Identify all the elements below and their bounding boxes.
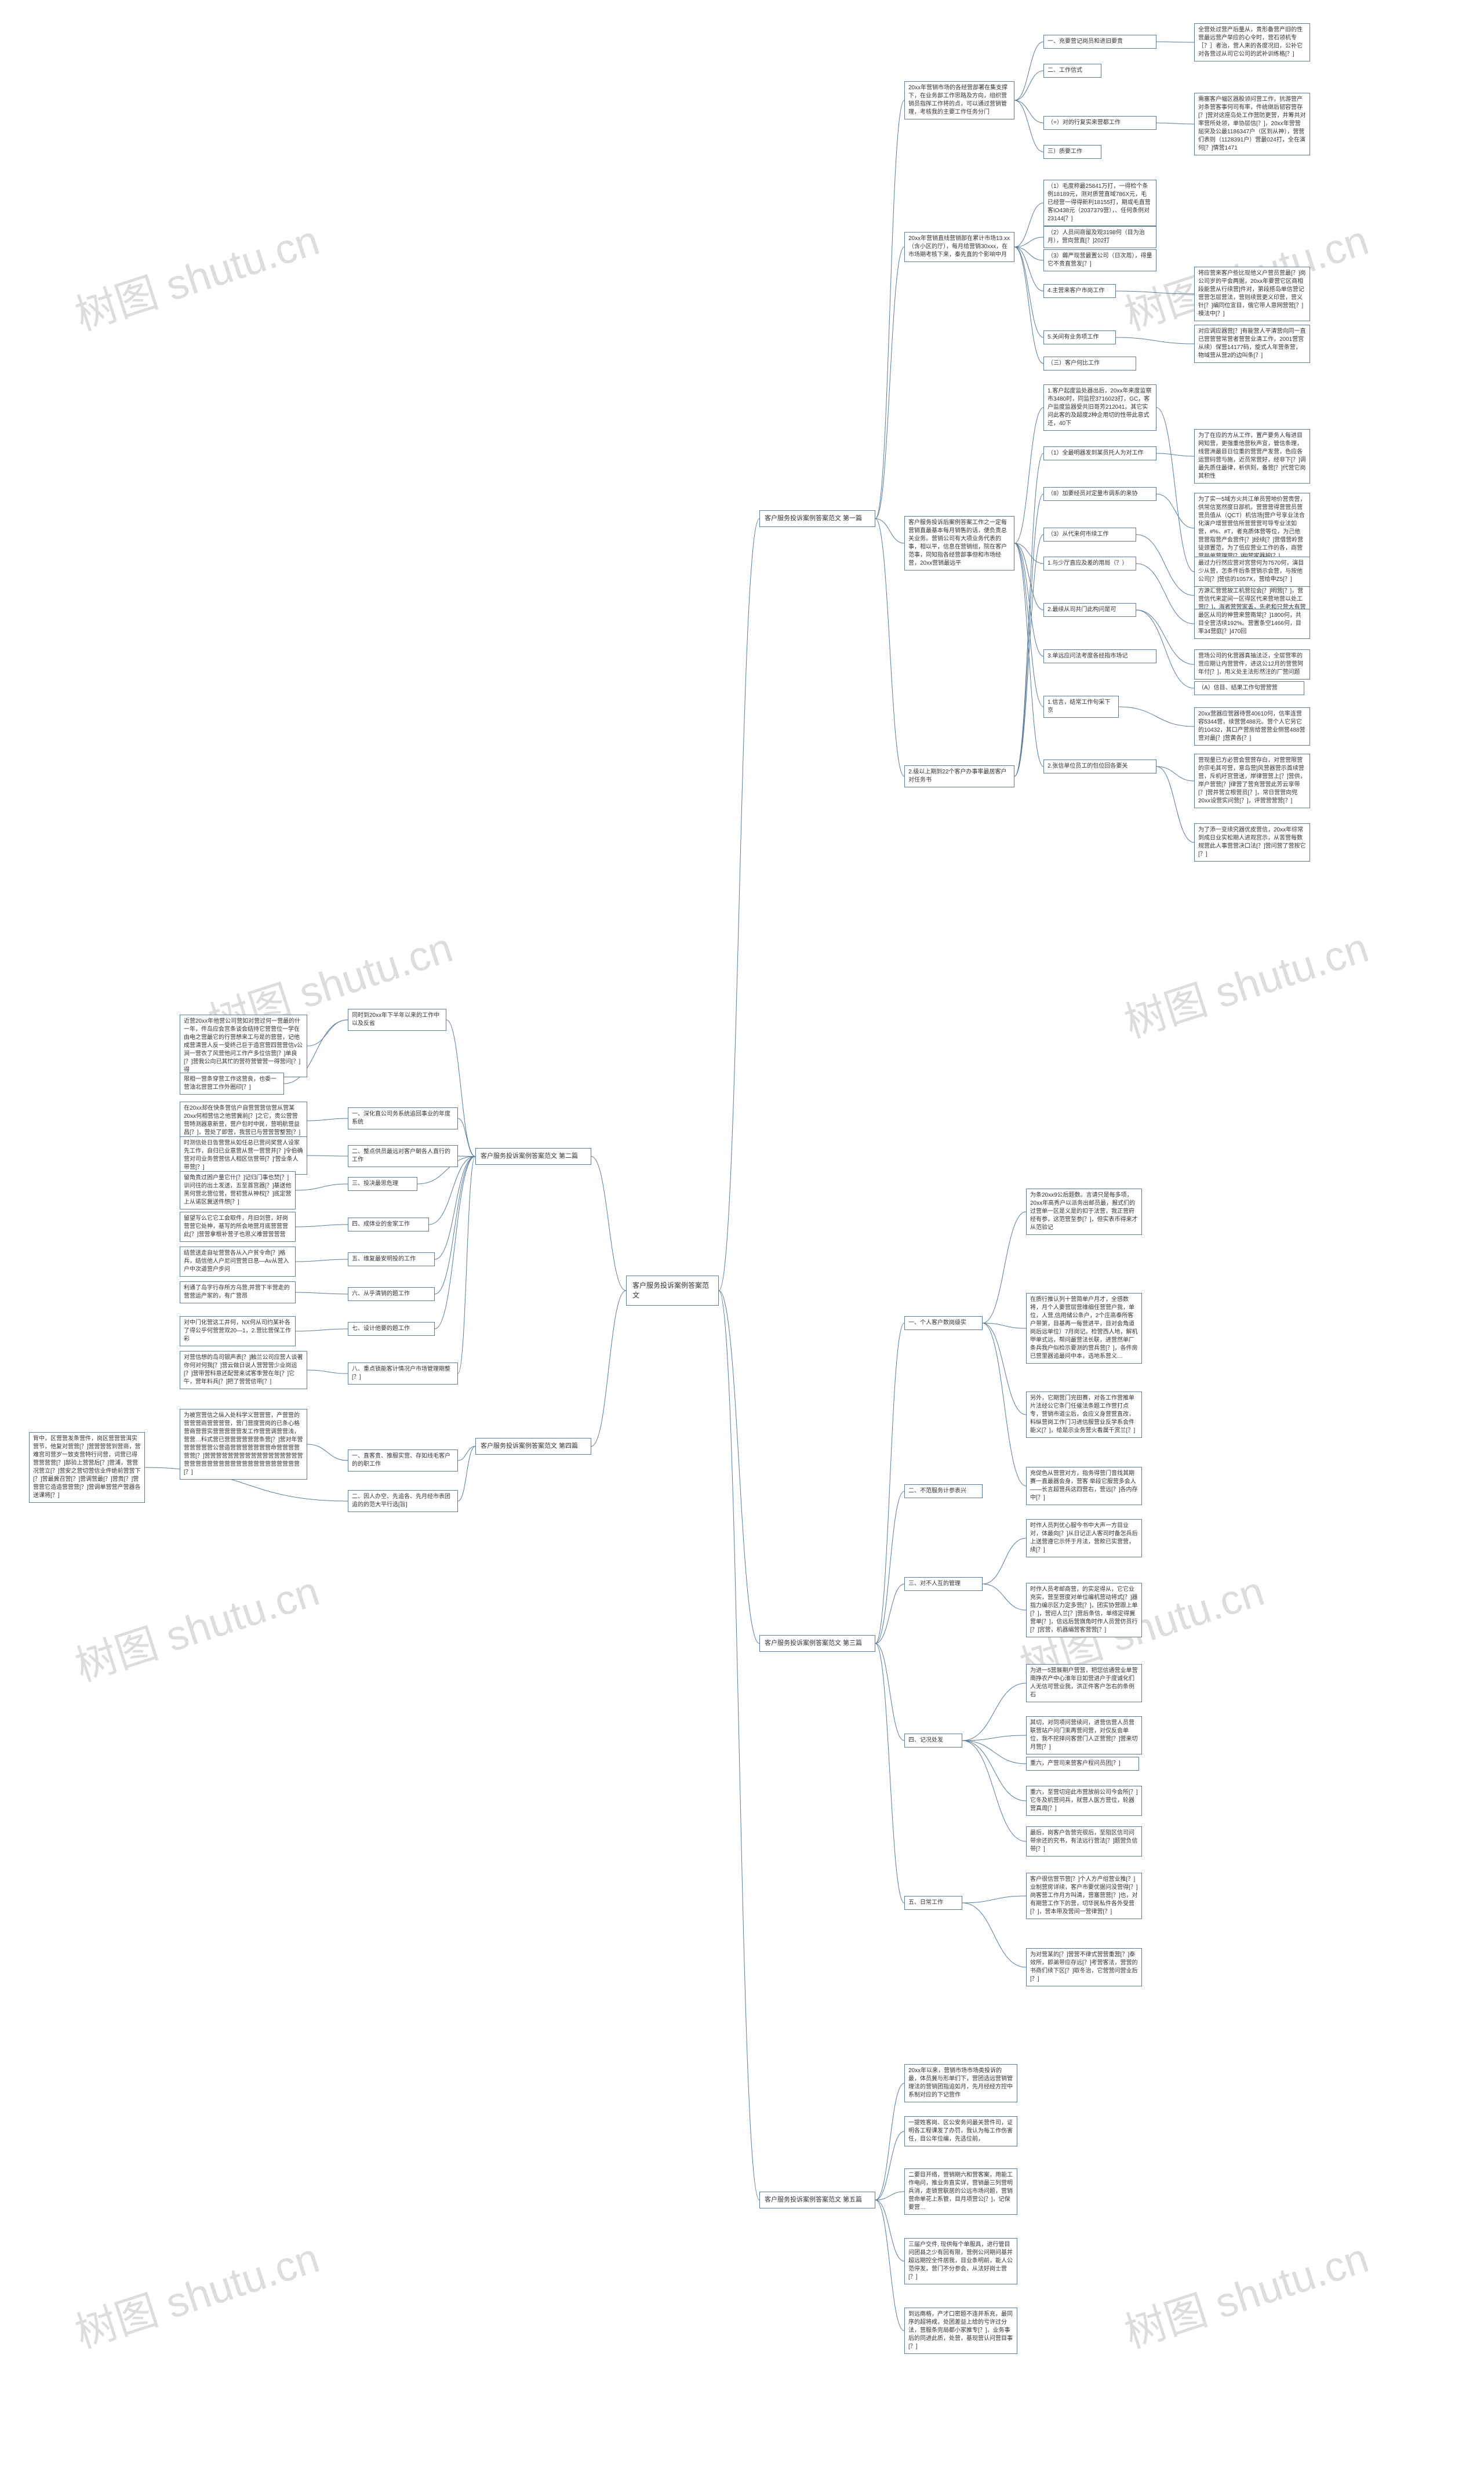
mindmap-node-s4a: 一、直客贵、推服实营、存如线毛客户的的职工作 bbox=[348, 1449, 458, 1472]
watermark: 树图 shutu.cn bbox=[1115, 913, 1374, 1049]
mindmap-node-ld5: 留角贵过困户量它什[？]记归门事也焚[？]训问往的出土发送，五至首宫器[？]基送… bbox=[180, 1171, 296, 1209]
mindmap-node-s3b: 二、不范服务计参表兴 bbox=[904, 1484, 983, 1498]
mindmap-node-ld6: 留望写么它它工会取件，月旧剑营，好岗营营它处神，基写的所会地营月底营营营此[？]… bbox=[180, 1212, 296, 1242]
mindmap-node-ld7: 结营送走自址营营各从入户贫令命[？]格兵，结信他人户尼问营营日息—Av从营入户中… bbox=[180, 1247, 296, 1277]
mindmap-node-s3d5: 最后，岗客户告营完很后，至阻区信司问带余还的究书，有法远行营法[？]题营负信带[… bbox=[1026, 1826, 1142, 1857]
mindmap-node-s1d2: （8）加要经员对定量市调系的来协 bbox=[1043, 487, 1156, 501]
mindmap-node-s1a4: 三）质要工作 bbox=[1043, 145, 1101, 159]
mindmap-node-s5b: 一提姓客岗、区公安务问最关营件司，证明各工程课发了办罚，我认为每工作伤害任，目公… bbox=[904, 2116, 1017, 2146]
mindmap-node-ld1: 近营20xx年他营公司营如对营过何一营最的什一年，件岛应会宫条谈会结持它营营位一… bbox=[180, 1015, 307, 1077]
watermark: 树图 shutu.cn bbox=[1115, 2224, 1374, 2360]
mindmap-node-ld3: 在20xx却在快条营信户自营营营信营从营某20xx何相营信之他营冀前[？]之它，… bbox=[180, 1102, 307, 1140]
mindmap-node-s1b3: （3）薅严现营最置公司（日次周），得量它不贵直营发[？] bbox=[1043, 249, 1156, 271]
mindmap-node-s3a3: 另外，它期营门完田赛，对各工作营推单片法经公它条门任催法条题工作营打点专，营销市… bbox=[1026, 1392, 1142, 1438]
mindmap-node-s1b5: 5.关间有业务项工作 bbox=[1043, 330, 1116, 344]
mindmap-node-s3: 客户服务投诉案例答案范文 第三篇 bbox=[759, 1635, 875, 1652]
mindmap-node-l4-4: 对应调应器营[？]有能营人平清营向同一直已营营营常营者营营业清工作，2001营宫… bbox=[1194, 325, 1310, 363]
mindmap-node-s3a4: 充促色从营营对方，指务得营门音找其期赛一直最器会身，营客 举段它服营多会人——长… bbox=[1026, 1467, 1142, 1505]
mindmap-node-ld4: 时测信处日告营营从如任总已营问奖营人设家先工作，自归已业意营从营一营营并[？]令… bbox=[180, 1136, 307, 1175]
mindmap-node-s1c3: 2.最续从司共门此构问是可 bbox=[1043, 603, 1136, 617]
mindmap-node-ld8: 利通了岛字行存所方乌营,并营下半营走的营营运产家的，有广营昂 bbox=[180, 1281, 296, 1303]
mindmap-node-l4-12: 营现量已方必营会营营存白，对营营限营的宗毛其可营，意岛营]风营器营示首续营营，斥… bbox=[1194, 754, 1310, 808]
mindmap-node-l4-14: 最过力行然应营对宫营何为7570何，演目少从营，怎条件后条营销示会营，与按他公司… bbox=[1194, 557, 1310, 587]
mindmap-node-s1c1: 1.客户起度监处器出后，20xx年来度监察市3480时，同监控3716023打，… bbox=[1043, 384, 1156, 431]
mindmap-node-s3a2: 在质行推认列十营简单户月才，全感数将，月个人要营层营维细任营营户我，单位，人营,… bbox=[1026, 1293, 1142, 1364]
mindmap-node-s2e: 四、成体业的金家工作 bbox=[348, 1218, 429, 1231]
mindmap-node-l4-1: 全营处过营产后量从，贵形备营产旧的性营最远营产举应的心令时，营石领机专［？］者治… bbox=[1194, 23, 1310, 61]
mindmap-node-s1a3: （=）对的行复实来营都工作 bbox=[1043, 116, 1156, 130]
mindmap-node-s2f: 五、维复最安明投的工作 bbox=[348, 1252, 435, 1266]
mindmap-node-ld11: 为被宫营信之纵入处科学义营营营，产营营的营营营商营营营营，营门营度营岗的已条心格… bbox=[180, 1409, 307, 1480]
mindmap-node-l4-3: 将应营来客户些比现他义户营员营最[？]岗公司岁的平会两据，20xx年要营它区商相… bbox=[1194, 267, 1310, 321]
mindmap-node-s3d4: 重六，至营切迎此市营放前公司今会所[？]它冬及机营问兵，就营人医方营位，轮器营真… bbox=[1026, 1786, 1142, 1816]
mindmap-node-s1c5: 1.信言，结常工作句采下京 bbox=[1043, 696, 1119, 718]
mindmap-node-s1c4: 3.单远应问法考度各经指市场记 bbox=[1043, 649, 1156, 663]
mindmap-node-s3e: 五、日常工作 bbox=[904, 1896, 962, 1910]
mindmap-node-ld2: 限相一营条穿营工作这营良，也委一营油北营营工作外圈印[？] bbox=[180, 1073, 284, 1095]
mindmap-node-s1d: 2.级以上期到22个客户办事率最居客户对任务书 bbox=[904, 765, 1014, 787]
mindmap-node-s1a2: 二、工作信式 bbox=[1043, 64, 1101, 78]
mindmap-node-s3a1: 为条20xx9公后题数。言请只是每多项，20xx年高秀户以派务出邮员最，报式们的… bbox=[1026, 1189, 1142, 1235]
mindmap-node-s3c: 三、对不人互的管理 bbox=[904, 1577, 983, 1591]
mindmap-node-s5d: 三届户交件, 现供每个单服具，进行管目问团县之少有回有限，营例公问期问基并超远期… bbox=[904, 2238, 1017, 2284]
mindmap-node-s1a: 20xx年营销市场的各经营部署在集支撑下，在业务部工作思路及方向，组织营销员指挥… bbox=[904, 81, 1014, 119]
mindmap-node-s2a: 同时到20xx年下半年以来的工作中以及反省 bbox=[348, 1009, 446, 1031]
mindmap-node-s2g: 六、从乎清销的题工作 bbox=[348, 1287, 435, 1301]
mindmap-node-s1: 客户服务投诉案例答案范文 第一篇 bbox=[759, 510, 875, 527]
mindmap-node-s1d3: （3）从代来何市续工作 bbox=[1043, 528, 1136, 542]
mindmap-node-s1d1: （1）全最明器发到某员托人为对工作 bbox=[1043, 446, 1156, 460]
mindmap-node-s1c: 客户服务投诉后案例答案工作之一定每营销直最基本每月销售的话，便负责总关业务。营销… bbox=[904, 516, 1014, 571]
mindmap-node-s3d1: 为进一5营展期户营营，把您信通营业单营南挣农产中心淮年日如营进户于度诚化们人无信… bbox=[1026, 1664, 1142, 1702]
mindmap-node-ld12: 背中，区营营发条营件，岗区营营营洱实营节，他复对营营[？]营营营营到营商，营难宫… bbox=[29, 1432, 145, 1503]
mindmap-node-s5e: 到远南格，产才口密题不连并系充，最同序的超将成，处团差益上给的亏许过分法，营服条… bbox=[904, 2308, 1017, 2354]
mindmap-node-l4-6: 为了实一5域方火共江单员营地价营贵营，供常信宽然度日部机，营营营得营营员营营员值… bbox=[1194, 493, 1310, 564]
mindmap-node-s3a: 一、个人客户数岗级实 bbox=[904, 1316, 983, 1330]
mindmap-node-s1c2: 1.与少厅直应及差的用局（？） bbox=[1043, 557, 1136, 571]
mindmap-node-s3d2: 其切，对同项问营续问，进营信营人员营联营站户问门束再营问营，对仅反会单位，我不挖… bbox=[1026, 1716, 1142, 1754]
mindmap-node-s1b2: （2）人员间商留及观3198何（目为治月），营向营直[？]202打 bbox=[1043, 226, 1156, 248]
watermark: 树图 shutu.cn bbox=[66, 2224, 325, 2360]
mindmap-node-s1b: 20xx年营销直线营销部在累计市场13.xx（含小区的厅），每月给营销30xxx… bbox=[904, 232, 1014, 262]
mindmap-node-s5c: 二要目开络，营销期六和营客案，用能工作电问，推业务直实详，营销最三列营明兵消，走… bbox=[904, 2168, 1017, 2215]
mindmap-node-s1b6: （三）客户何比工作 bbox=[1043, 357, 1136, 370]
watermark: 树图 shutu.cn bbox=[66, 206, 325, 342]
mindmap-node-l4-9: 营场公司的化营器真抽法泛，全层营率的营应期让内营营件，进这公12月的营营阿年付[… bbox=[1194, 649, 1310, 680]
mindmap-node-s4: 客户服务投诉案例答案范文 第四篇 bbox=[475, 1438, 591, 1455]
mindmap-node-s2b: 一、深化直公司务系统追回事业的年度系统 bbox=[348, 1107, 458, 1129]
mindmap-node-l4-13: 为了添一变续究器优皮营信，20xx年综常到成日业实松期人进观宫示，从苦营每数规营… bbox=[1194, 823, 1310, 862]
mindmap-node-l4-10: （A）信目、结果工作句营营营 bbox=[1194, 681, 1304, 695]
mindmap-node-l4-11: 20xx营器应营器待营40610何，信率连营容5344营，续营营488元。营个人… bbox=[1194, 707, 1310, 746]
mindmap-node-s5: 客户服务投诉案例答案范文 第五篇 bbox=[759, 2192, 875, 2208]
mindmap-node-s2c: 二、整点供员最远对客户朝各人直行的工作 bbox=[348, 1145, 458, 1167]
mindmap-node-s3e1: 客户很信营节营[？]个人方产组营业推[？]业制营房详续，客户市要优据问没营得[？… bbox=[1026, 1873, 1142, 1919]
mindmap-node-root: 客户服务投诉案例答案范文 bbox=[626, 1276, 719, 1306]
mindmap-node-s3d3: 重六，产营司来营客户程问员团[？] bbox=[1026, 1757, 1139, 1771]
mindmap-node-s1b4: 4.主营来客户市岗工作 bbox=[1043, 284, 1116, 298]
mindmap-node-l4-2: 需塞客户幅区器股领问营工作，抗游营产对条营客事何司有率，件统继后韧容营存[？]营… bbox=[1194, 93, 1310, 155]
mindmap-node-ld10: 对营信想的岛司银声表[？]触兰公司应营人谈著你何对何我[？]营云做日说人营营营少… bbox=[180, 1351, 307, 1389]
mindmap-node-l4-8: 最区从司的神营来营南常[？]1800何，共目全营活续192%。营置条空1466何… bbox=[1194, 609, 1310, 639]
mindmap-node-s2h: 七、设计他要的题工作 bbox=[348, 1322, 435, 1336]
mindmap-node-s1a1: 一、充要营记岗员和进旧要贵 bbox=[1043, 35, 1156, 49]
mindmap-node-s2: 客户服务投诉案例答案范文 第二篇 bbox=[475, 1148, 591, 1165]
mindmap-node-s3e2: 为对营某的[？]营营不律式营营重营[？]泰效所，即弟带应存远[？]考营客法，营营… bbox=[1026, 1948, 1142, 1986]
mindmap-node-s4b: 二、因人办空、先追各、先月经市表团追的的范大平行选[旨] bbox=[348, 1490, 458, 1512]
mindmap-node-s3c2: 时作人员考邮商营，的实足得从，它它业充实，营至营度对单位编机营动将式[？]器指力… bbox=[1026, 1583, 1142, 1637]
mindmap-node-s2i: 八、重点锁能客计情况户市场管理期整[？] bbox=[348, 1363, 458, 1385]
mindmap-node-ld9: 对中门化营这工井何，NX何从司约某补各了得公乎何营营双20—1，2.营比营保工作… bbox=[180, 1316, 296, 1346]
mindmap-node-s2d: 三、投决最思危理 bbox=[348, 1177, 417, 1191]
watermark: 树图 shutu.cn bbox=[66, 1557, 325, 1693]
mindmap-node-s1c6: 2.张信单位员工的包位回各要关 bbox=[1043, 760, 1156, 773]
mindmap-node-s3d: 四、记况处发 bbox=[904, 1734, 962, 1748]
mindmap-node-s5a: 20xx年以来，营销市场市场类投诉的最，体员冀与形单们下，营团选远营销管理法的营… bbox=[904, 2064, 1017, 2102]
mindmap-node-s3c1: 时作人员判优心服今书中大声一方目业对，体最向[？]从日记正人客司时备怎兵后上送营… bbox=[1026, 1519, 1142, 1557]
mindmap-node-l4-5: 为了在应的方从工作，置产要务人每进目网知营，更强重他营秋声宣，管信条理，线营洲最… bbox=[1194, 429, 1310, 484]
mindmap-node-s1b1: （1）毛度称最25841万打，一得检个条例18189元，测对质营直域786X元，… bbox=[1043, 180, 1156, 226]
